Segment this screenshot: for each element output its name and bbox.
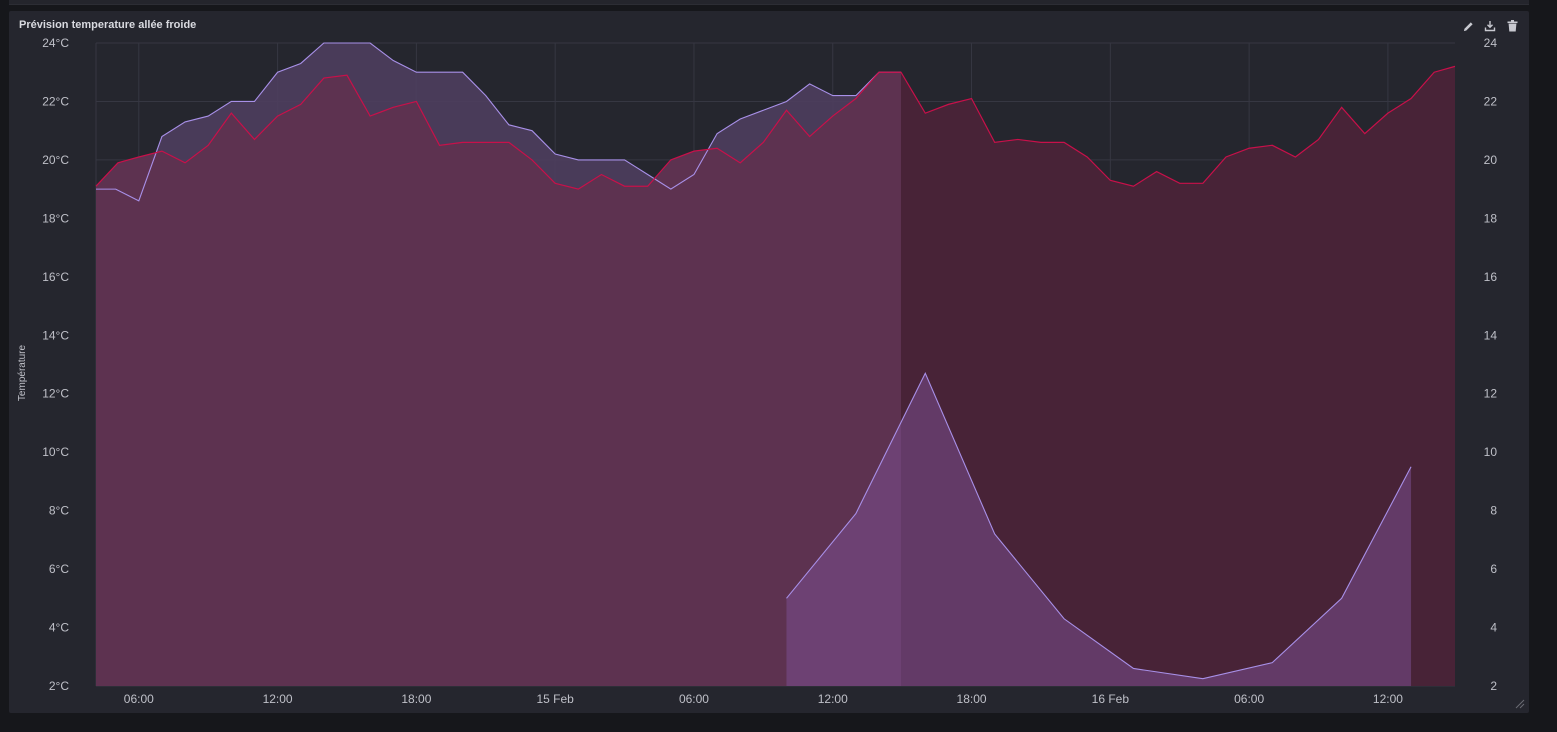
resize-handle-icon[interactable] [1513,697,1525,709]
y-left-tick-label: 18°C [42,211,69,225]
y-left-tick-label: 8°C [49,504,69,518]
pencil-icon [1463,21,1473,31]
y-right-tick-label: 18 [1484,211,1498,225]
y-left-tick-label: 24°C [42,36,69,50]
y-left-tick-label: 16°C [42,270,69,284]
series-purple-line [96,42,901,202]
download-icon [1484,21,1496,32]
y-right-tick-label: 22 [1484,94,1498,108]
x-tick-label: 06:00 [124,692,154,706]
y-left-tick-label: 2°C [49,679,69,693]
delete-button[interactable] [1505,19,1519,33]
series-red-area-future [900,66,1455,686]
x-tick-label: 06:00 [679,692,709,706]
x-tick-label: 12:00 [263,692,293,706]
series-purple-forecast-area [786,373,1412,686]
y-right-tick-label: 10 [1484,445,1498,459]
x-tick-label: 15 Feb [536,692,574,706]
series-red-area-past [96,72,901,686]
y-right-tick-label: 16 [1484,270,1498,284]
y-right-tick-label: 4 [1490,621,1497,635]
y-right-tick-label: 20 [1484,153,1498,167]
y-right-tick-label: 2 [1490,679,1497,693]
x-tick-label: 18:00 [957,692,987,706]
series-areas [96,43,1455,686]
y-left-tick-label: 20°C [42,153,69,167]
x-tick-label: 16 Feb [1092,692,1130,706]
y-right-tick-label: 6 [1490,562,1497,576]
y-left-tick-label: 14°C [42,328,69,342]
y-left-tick-label: 10°C [42,445,69,459]
panel-toolbar [1461,19,1519,33]
y-left-tick-label: 12°C [42,387,69,401]
edit-button[interactable] [1461,19,1475,33]
y-axis-title: Température [17,344,28,401]
y-left-tick-label: 6°C [49,562,69,576]
trash-icon [1507,20,1517,32]
series-red-line [95,65,1456,190]
top-strip [9,0,1529,5]
x-tick-label: 06:00 [1234,692,1264,706]
download-button[interactable] [1483,19,1497,33]
axes: 2°C 4°C 6°C 8°C 10°C 12°C 14°C 16°C 18°C 20°C 22°C… [42,36,1497,706]
y-right-tick-label: 12 [1484,387,1498,401]
series-purple-forecast-line [786,371,1412,680]
forecast-panel: Prévision temperature allée froide 2°C 4°… [9,11,1529,713]
series-lines [95,42,1456,680]
x-tick-label: 12:00 [818,692,848,706]
x-tick-label: 12:00 [1373,692,1403,706]
y-left-tick-label: 22°C [42,94,69,108]
y-right-tick-label: 24 [1484,36,1498,50]
y-right-tick-label: 14 [1484,328,1498,342]
y-left-tick-label: 4°C [49,621,69,635]
panel-title: Prévision temperature allée froide [19,19,197,31]
y-right-tick-label: 8 [1490,504,1497,518]
x-tick-label: 18:00 [401,692,431,706]
temperature-chart[interactable]: 2°C 4°C 6°C 8°C 10°C 12°C 14°C 16°C 18°C 20°C 22°C… [9,11,1529,713]
